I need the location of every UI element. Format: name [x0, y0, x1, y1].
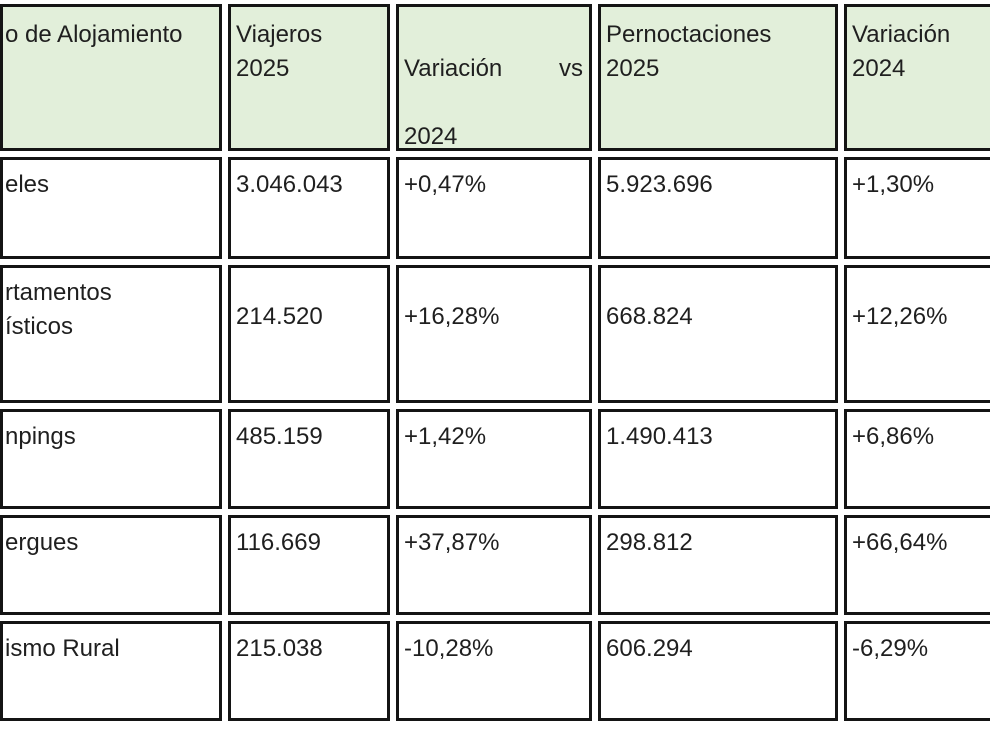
- cell-variacion-viajeros: +0,47%: [396, 157, 592, 259]
- cell-viajeros: 116.669: [228, 515, 390, 615]
- header-cell-pernoctaciones-2025: Pernoctaciones 2025: [598, 4, 838, 151]
- cell-variacion-viajeros: +1,42%: [396, 409, 592, 509]
- cell-variacion-viajeros: -10,28%: [396, 621, 592, 721]
- cell-pernoctaciones: 1.490.413: [598, 409, 838, 509]
- header-cell-variacion-2024: Variación 2024: [844, 4, 990, 151]
- cell-variacion-pernoctaciones: +6,86%: [844, 409, 990, 509]
- header-variacion-word: Variación: [404, 55, 503, 82]
- cell-variacion-viajeros: +37,87%: [396, 515, 592, 615]
- cell-pernoctaciones: 668.824: [598, 265, 838, 403]
- cell-viajeros: 485.159: [228, 409, 390, 509]
- cell-pernoctaciones: 606.294: [598, 621, 838, 721]
- row-label-albergues: ergues: [0, 515, 222, 615]
- row-label-apartamentos: rtamentos ísticos: [0, 265, 222, 403]
- row-label-campings: npings: [0, 409, 222, 509]
- header-variacion-line2: 2024: [404, 123, 458, 150]
- cell-variacion-viajeros: +16,28%: [396, 265, 592, 403]
- cell-viajeros: 3.046.043: [228, 157, 390, 259]
- header-cell-variacion-vs-2024: Variación vs 2024: [396, 4, 592, 151]
- accommodation-stats-table: o de Alojamiento Viajeros 2025 Variación…: [0, 4, 990, 721]
- cell-pernoctaciones: 5.923.696: [598, 157, 838, 259]
- cell-variacion-pernoctaciones: +66,64%: [844, 515, 990, 615]
- cell-variacion-pernoctaciones: +12,26%: [844, 265, 990, 403]
- cell-variacion-pernoctaciones: -6,29%: [844, 621, 990, 721]
- header-variacion-line1: Variación vs: [404, 52, 585, 86]
- cell-viajeros: 214.520: [228, 265, 390, 403]
- header-cell-tipo-alojamiento: o de Alojamiento: [0, 4, 222, 151]
- cell-pernoctaciones: 298.812: [598, 515, 838, 615]
- header-cell-viajeros-2025: Viajeros 2025: [228, 4, 390, 151]
- header-vs-word: vs: [559, 55, 583, 82]
- cell-variacion-pernoctaciones: +1,30%: [844, 157, 990, 259]
- row-label-turismo-rural: ismo Rural: [0, 621, 222, 721]
- row-label-hoteles: eles: [0, 157, 222, 259]
- cell-viajeros: 215.038: [228, 621, 390, 721]
